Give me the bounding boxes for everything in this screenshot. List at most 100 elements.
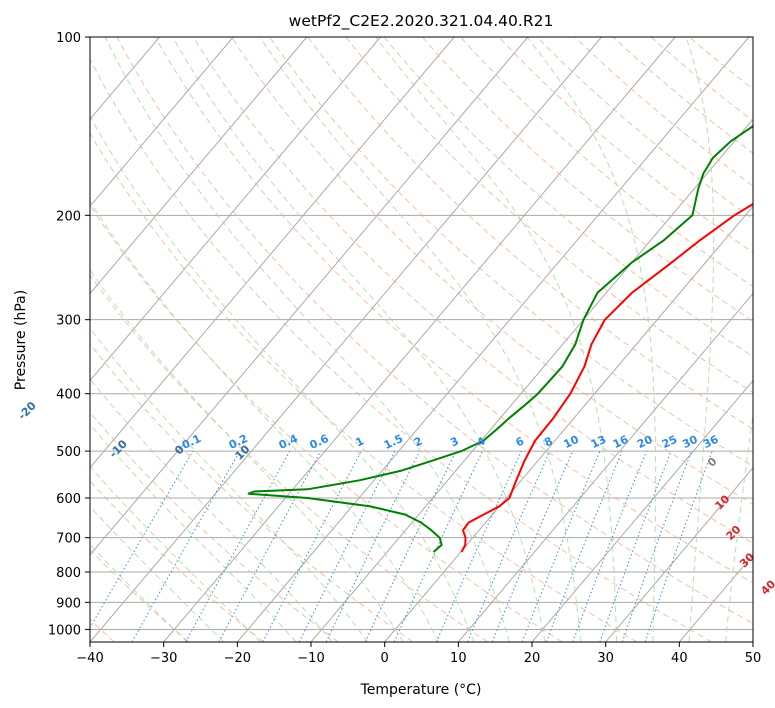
plot-frame [89,36,754,643]
background-lines [0,37,753,642]
mixing-ratio-label: 1 [354,434,366,449]
dry-adiabat-line [116,37,753,625]
x-axis-label: Temperature (°C) [360,682,482,698]
moist-adiabat-line [685,37,715,642]
moist-adiabat-line [90,327,369,642]
isotherm-line [90,37,455,469]
moist-adiabat-line [90,115,475,642]
x-tick-label: −10 [297,651,324,666]
isotherm-line [605,466,753,642]
isotherm-line [310,118,753,642]
dry-adiabat-line [90,480,264,642]
x-tick-label: 40 [671,651,688,666]
dry-adiabat-line [307,37,753,430]
moist-adiabat-line [172,37,546,642]
mixing-ratio-line [521,450,601,642]
profile-series [247,124,753,553]
mixing-ratio-label: 2 [412,434,424,449]
moist-adiabat-line [90,378,333,642]
moist-adiabat-line [90,505,225,642]
isotherm-line [90,37,381,382]
x-tick-label: −20 [224,651,251,666]
x-tick-label: 0 [381,651,389,666]
y-tick-label: 900 [56,596,81,611]
mixing-ratio-line [298,450,396,642]
mixing-ratio-label: 30 [680,433,700,451]
mixing-ratio-label: 8 [542,434,554,449]
mixing-ratio-line [572,450,647,642]
mixing-ratio-line [364,450,457,642]
dry-adiabat-line [192,37,753,544]
mixing-ratio-label: 16 [611,433,631,451]
x-tick-label: −40 [76,651,103,666]
chart-title: wetPf2_C2E2.2020.321.04.40.R21 [289,12,554,31]
y-tick-label: 800 [56,566,81,581]
dry-adiabat-line [574,37,753,187]
moist-adiabat-line [90,543,188,642]
x-tick-label: 30 [597,651,614,666]
mixing-ratio-label: 6 [514,434,527,449]
dry-adiabat-label: -10 [107,437,130,460]
moist-adiabat-label: 40 [758,577,775,597]
y-tick-label: 700 [56,532,81,547]
dewpoint-profile-line [247,124,753,553]
dry-adiabat-line [689,37,753,90]
mixing-ratio-label: 4 [475,434,488,449]
dry-adiabat-label: -20 [16,399,39,422]
isotherm-line [0,37,12,642]
dry-adiabat-line [90,549,190,642]
mixing-ratio-line [491,450,574,642]
y-tick-label: 400 [56,388,81,403]
y-tick-label: 100 [56,31,81,46]
isotherm-line [384,205,753,642]
mixing-ratio-line [131,450,241,642]
dry-adiabat-line [536,37,753,220]
moist-adiabat-label: 20 [724,523,744,543]
y-tick-label: 300 [56,314,81,329]
moist-adiabat-line [725,411,753,642]
moist-adiabat-line [90,465,261,642]
mixing-ratio-line [599,450,672,642]
y-axis-label: Pressure (hPa) [13,290,29,390]
mixing-ratio-line [325,450,421,642]
mixing-ratio-line [185,450,291,642]
isotherm-line [457,292,753,642]
mixing-ratio-label: 25 [660,433,679,451]
isotherm-line [531,379,753,642]
dry-adiabat-line [231,37,753,505]
dry-adiabat-line [154,37,753,584]
moist-adiabat-line [90,269,404,642]
x-tick-label: 20 [524,651,541,666]
moist-adiabat-line [90,200,439,642]
temperature-profile-line [460,202,753,553]
isotherm-line [752,641,753,642]
dry-adiabat-line [90,58,712,642]
x-tick-label: 10 [450,651,467,666]
mixing-ratio-label: 20 [635,433,655,451]
y-tick-label: 500 [56,445,81,460]
isotherm-line [678,554,753,642]
line-labels: 0.10.20.40.611.52346810131620253036-100-… [16,399,775,598]
dry-adiabat-line [460,37,753,288]
moist-adiabat-line [90,423,297,642]
moist-adiabat-label: 30 [737,550,757,570]
mixing-ratio-line [545,450,623,642]
dry-adiabat-line [90,411,339,642]
dry-adiabat-line [650,37,753,122]
mixing-ratio-label: 10 [561,433,581,451]
mixing-ratio-line [218,450,322,642]
mixing-ratio-line [467,450,551,642]
x-tick-label: −30 [150,651,177,666]
isotherm-line [236,37,750,642]
mixing-ratio-label: 13 [589,433,608,451]
mixing-ratio-line [90,450,194,629]
mixing-ratio-label: 3 [448,434,460,449]
moist-adiabat-line [259,37,582,642]
y-tick-label: 600 [56,492,81,507]
x-tick-label: 50 [745,651,762,666]
mixing-ratio-label: 1.5 [382,432,405,452]
dry-adiabat-line [90,274,488,642]
isotherm-line [163,37,676,642]
isotherm-line [90,37,602,642]
dry-adiabat-line [269,37,753,467]
